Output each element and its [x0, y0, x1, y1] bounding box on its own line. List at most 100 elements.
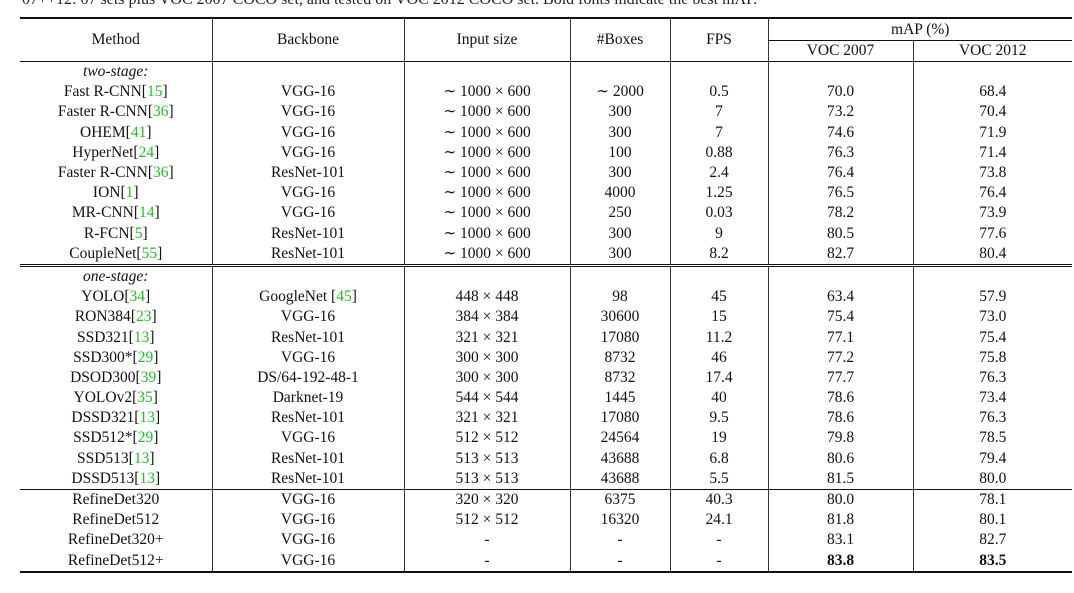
empty-cell [912, 61, 1072, 83]
voc2007-map-cell: 81.8 [767, 510, 913, 531]
citation-link[interactable]: 14 [134, 204, 160, 221]
citation-link[interactable]: 35 [132, 389, 158, 406]
voc2007-map-cell: 76.4 [767, 162, 913, 184]
boxes-cell: 98 [569, 287, 670, 308]
table-row: DSSD32113 ResNet-101 321 × 321170809.578.6… [20, 408, 1072, 429]
boxes-cell: 8732 [569, 347, 670, 368]
method-cell: SSD32113 [20, 327, 212, 347]
empty-cell [211, 263, 404, 288]
citation-link[interactable]: 39 [136, 369, 162, 386]
boxes-cell: 30600 [569, 307, 670, 328]
voc2007-map-cell: 70.0 [767, 82, 913, 103]
backbone-name: VGG-16 [280, 204, 336, 222]
fps-cell: 46 [669, 347, 768, 368]
voc2012-map-cell: 78.5 [912, 428, 1072, 449]
fps-cell: 9.5 [669, 408, 768, 429]
backbone-name: VGG-16 [280, 511, 336, 529]
citation-link[interactable]: 29 [133, 429, 159, 446]
boxes-cell: 300 [569, 162, 670, 184]
table-row: DSSD51313 ResNet-101 513 × 513436885.581.5… [20, 468, 1072, 490]
citation-link[interactable]: 15 [142, 83, 168, 100]
input-size-cell: ∼ 1000 × 600 [403, 162, 570, 184]
empty-cell [669, 61, 768, 83]
method-cell: OHEM41 [20, 123, 212, 143]
table-row: YOLOv235 Darknet-19 544 × 54414454078.673.… [20, 388, 1072, 409]
voc2007-map-cell: 80.5 [767, 223, 913, 244]
voc2007-map-cell: 79.8 [767, 428, 913, 449]
method-name: ION [92, 184, 121, 202]
input-size-cell: 512 × 512 [403, 428, 570, 449]
voc2007-map-cell: 63.4 [767, 287, 913, 308]
input-size-cell: ∼ 1000 × 600 [403, 122, 570, 143]
table-row: RefineDet512+ VGG-16- - -83.8 83.5 [20, 550, 1072, 573]
voc2012-map-cell: 76.4 [912, 183, 1072, 204]
method-cell: DSSD32113 [20, 408, 212, 428]
method-cell: RefineDet512+ [20, 550, 212, 573]
section-two-stage: two-stage:Fast R-CNN15VGG-16∼ 1000 × 600… [20, 61, 1072, 266]
backbone-cell: VGG-16 [211, 347, 404, 368]
header-method: Method [20, 17, 212, 62]
citation-link[interactable]: 13 [134, 409, 160, 426]
boxes-cell: ∼ 2000 [569, 82, 670, 103]
voc2007-map-cell: 73.2 [767, 102, 913, 123]
backbone-name: VGG-16 [280, 308, 336, 326]
citation-link[interactable]: 13 [129, 450, 155, 467]
header-input-size: Input size [403, 17, 570, 62]
fps-cell: 40.3 [669, 488, 768, 511]
citation-link[interactable]: 45 [331, 288, 357, 305]
voc2012-map-cell: 73.0 [912, 307, 1072, 328]
empty-cell [569, 263, 670, 288]
voc2012-map-cell: 80.0 [912, 468, 1072, 490]
backbone-cell: VGG-16 [211, 510, 404, 531]
boxes-cell: - [569, 550, 670, 573]
backbone-name: ResNet-101 [270, 469, 346, 487]
voc2012-map-cell: 73.4 [912, 388, 1072, 409]
fps-cell: 15 [669, 307, 768, 328]
section-refinedet: RefineDet320 VGG-16 320 × 320 6375 40.3 80.0 7… [20, 488, 1072, 573]
input-size-cell: 448 × 448 [403, 287, 570, 308]
input-size-cell: - [403, 550, 570, 573]
method-cell: HyperNet24 [20, 143, 212, 163]
method-name: DSSD513 [71, 469, 135, 487]
backbone-name: ResNet-101 [270, 164, 346, 182]
citation-link[interactable]: 5 [130, 225, 148, 242]
section-label-row: one-stage: [20, 263, 1072, 288]
backbone-cell: VGG-16 [211, 142, 404, 163]
backbone-name: ResNet-101 [270, 224, 346, 242]
boxes-cell: 250 [569, 203, 670, 224]
boxes-cell: 4000 [569, 183, 670, 204]
voc2012-map-cell: 80.4 [912, 243, 1072, 266]
header-map: mAP (%) [767, 17, 1072, 41]
citation-link[interactable]: 55 [136, 245, 162, 262]
backbone-cell: ResNet-101 [211, 223, 404, 244]
backbone-name: ResNet-101 [270, 449, 346, 467]
input-size-cell: 300 × 300 [403, 347, 570, 368]
table-row: Fast R-CNN15 VGG-16 ∼ 1000 × 600∼ 20000.57… [20, 82, 1072, 103]
header-voc2007: VOC 2007 [767, 40, 913, 62]
citation-link[interactable]: 36 [148, 164, 174, 181]
backbone-name: ResNet-101 [270, 328, 346, 346]
header-boxes: #Boxes [569, 17, 670, 62]
voc2012-map-cell: 76.3 [912, 367, 1072, 388]
backbone-name: VGG-16 [280, 531, 336, 549]
boxes-cell: 300 [569, 102, 670, 123]
backbone-name: VGG-16 [280, 143, 336, 161]
citation-link[interactable]: 41 [126, 124, 152, 141]
citation-link[interactable]: 13 [134, 470, 160, 487]
boxes-cell: 300 [569, 223, 670, 244]
method-name: Faster R-CNN [57, 103, 148, 121]
table-row: CoupleNet55ResNet-101∼ 1000 × 6003008.28… [20, 243, 1072, 266]
citation-link[interactable]: 36 [148, 103, 174, 120]
citation-link[interactable]: 13 [129, 329, 155, 346]
input-size-cell: 513 × 513 [403, 448, 570, 469]
citation-link[interactable]: 24 [133, 144, 159, 161]
citation-link[interactable]: 29 [133, 349, 159, 366]
method-name: YOLOv2 [73, 389, 133, 407]
citation-link[interactable]: 34 [124, 288, 150, 305]
citation-link[interactable]: 23 [131, 308, 157, 325]
citation-link[interactable]: 1 [120, 184, 138, 201]
boxes-cell: 24564 [569, 428, 670, 449]
backbone-name: DS/64-192-48-1 [257, 368, 359, 386]
input-size-cell: 384 × 384 [403, 307, 570, 328]
